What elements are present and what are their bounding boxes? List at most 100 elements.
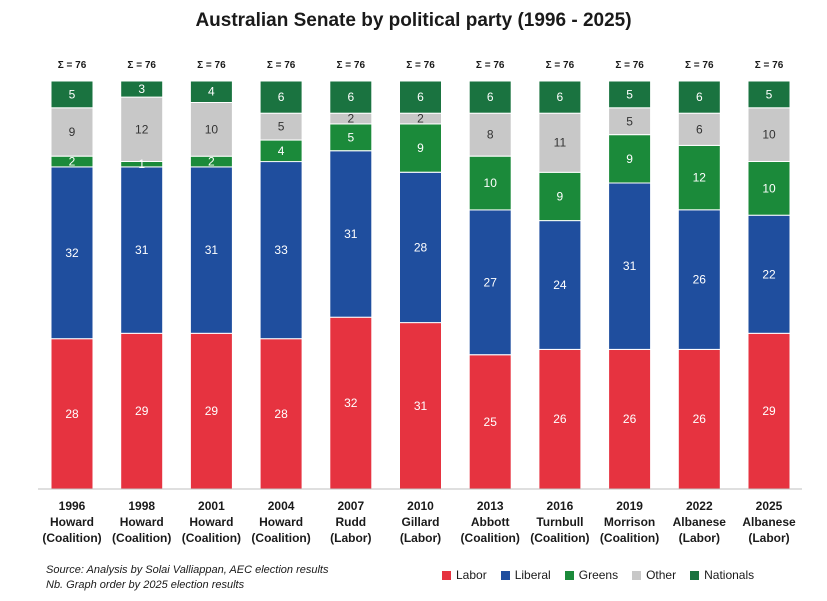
data-label-liberal-8: 31 [623, 259, 637, 273]
total-label-10: Σ = 76 [755, 60, 784, 71]
bar-segment-nationals-8 [608, 80, 652, 109]
source-note: Source: Analysis by Solai Valliappan, AE… [46, 564, 329, 576]
bar-segment-greens-5 [399, 123, 442, 173]
data-label-liberal-9: 26 [693, 273, 707, 287]
x-tick-label-8-1: Morrison [604, 515, 655, 529]
bar-segment-greens-9 [677, 144, 721, 211]
x-tick-label-4-2: (Labor) [330, 531, 371, 545]
legend-swatch-nationals [690, 570, 700, 580]
data-label-liberal-4: 31 [344, 227, 358, 241]
data-label-nationals-6: 6 [487, 90, 494, 104]
bar-segment-nationals-7 [538, 80, 582, 114]
order-note: Nb. Graph order by 2025 election results [46, 579, 245, 591]
x-tick-label-6-2: (Coalition) [461, 531, 520, 545]
data-label-liberal-2: 31 [205, 243, 219, 257]
total-label-3: Σ = 76 [267, 60, 296, 71]
total-label-0: Σ = 76 [58, 60, 87, 71]
data-label-liberal-5: 28 [414, 240, 428, 254]
x-tick-label-0-0: 1996 [59, 499, 86, 513]
bar-segment-other-0 [50, 107, 94, 157]
legend-swatch-greens [564, 570, 574, 580]
x-tick-label-5-0: 2010 [407, 499, 434, 513]
bar-segment-liberal-2 [189, 166, 233, 334]
data-label-greens-8: 9 [626, 152, 633, 166]
data-label-other-3: 5 [278, 120, 285, 134]
bar-segment-nationals-2 [189, 80, 233, 103]
bar-segment-nationals-0 [50, 80, 94, 109]
legend-label-greens: Greens [578, 568, 619, 582]
bar-segment-labor-0 [50, 338, 94, 490]
legend-item-other: Other [632, 568, 676, 582]
bar-segment-greens-8 [608, 134, 652, 184]
total-label-5: Σ = 76 [406, 60, 435, 71]
data-label-nationals-7: 6 [557, 90, 564, 104]
bar-segment-other-7 [538, 112, 582, 173]
data-label-other-5: 2 [417, 112, 424, 126]
data-label-labor-7: 26 [553, 412, 567, 426]
data-label-other-9: 6 [696, 122, 703, 136]
data-label-labor-5: 31 [414, 399, 428, 413]
data-label-greens-6: 10 [484, 176, 498, 190]
data-label-liberal-0: 32 [65, 246, 79, 260]
x-tick-label-2-1: Howard [189, 515, 233, 529]
data-label-labor-9: 26 [693, 412, 707, 426]
x-tick-label-6-1: Abbott [471, 515, 510, 529]
data-label-greens-5: 9 [417, 141, 424, 155]
x-tick-label-7-2: (Coalition) [530, 531, 589, 545]
bars-layer [50, 80, 791, 490]
bar-segment-labor-7 [538, 348, 582, 490]
data-label-other-0: 9 [69, 125, 76, 139]
data-label-greens-7: 9 [557, 189, 564, 203]
bar-segment-other-6 [468, 112, 512, 157]
bar-segment-labor-6 [468, 354, 512, 490]
x-tick-label-0-2: (Coalition) [42, 531, 101, 545]
data-label-other-7: 11 [554, 136, 567, 150]
bar-segment-other-8 [608, 107, 652, 136]
legend-label-liberal: Liberal [514, 568, 551, 582]
bar-segment-labor-2 [189, 332, 233, 490]
bar-segment-nationals-9 [677, 80, 721, 114]
data-label-greens-0: 2 [69, 155, 76, 169]
bar-segment-greens-6 [468, 155, 512, 211]
x-tick-label-5-2: (Labor) [400, 531, 441, 545]
data-label-labor-10: 29 [762, 404, 776, 418]
data-label-other-4: 2 [347, 112, 354, 126]
total-label-2: Σ = 76 [197, 60, 226, 71]
data-label-labor-1: 29 [135, 404, 149, 418]
x-tick-label-9-0: 2022 [686, 499, 713, 513]
data-label-labor-4: 32 [344, 396, 358, 410]
x-tick-label-7-0: 2016 [547, 499, 574, 513]
total-label-6: Σ = 76 [476, 60, 505, 71]
legend-item-greens: Greens [564, 568, 619, 582]
data-label-greens-10: 10 [762, 181, 776, 195]
data-label-nationals-3: 6 [278, 90, 285, 104]
data-label-nationals-8: 5 [626, 87, 633, 101]
bar-segment-nationals-10 [747, 80, 791, 109]
data-label-other-1: 12 [135, 122, 149, 136]
legend-label-labor: Labor [456, 568, 487, 582]
data-label-liberal-3: 33 [274, 243, 288, 257]
x-tick-label-1-0: 1998 [128, 499, 155, 513]
data-label-liberal-6: 27 [484, 275, 498, 289]
x-tick-label-2-2: (Coalition) [182, 531, 241, 545]
bar-segment-labor-9 [677, 348, 721, 490]
legend-item-liberal: Liberal [500, 568, 551, 582]
data-label-nationals-4: 6 [347, 90, 354, 104]
bar-segment-liberal-4 [329, 150, 373, 318]
bar-segment-liberal-7 [538, 220, 582, 350]
data-label-nationals-2: 4 [208, 85, 215, 99]
data-label-greens-2: 2 [208, 155, 215, 169]
total-label-1: Σ = 76 [127, 60, 156, 71]
data-label-greens-3: 4 [278, 144, 285, 158]
x-tick-label-9-1: Albanese [673, 515, 727, 529]
x-tick-label-6-0: 2013 [477, 499, 504, 513]
legend-item-labor: Labor [442, 568, 487, 582]
x-tick-label-3-2: (Coalition) [251, 531, 310, 545]
legend-swatch-other [632, 570, 642, 580]
x-tick-label-1-2: (Coalition) [112, 531, 171, 545]
bar-segment-liberal-0 [50, 166, 94, 340]
x-tick-label-4-1: Rudd [335, 515, 366, 529]
bar-segment-other-3 [259, 112, 303, 141]
data-label-other-10: 10 [762, 128, 776, 142]
